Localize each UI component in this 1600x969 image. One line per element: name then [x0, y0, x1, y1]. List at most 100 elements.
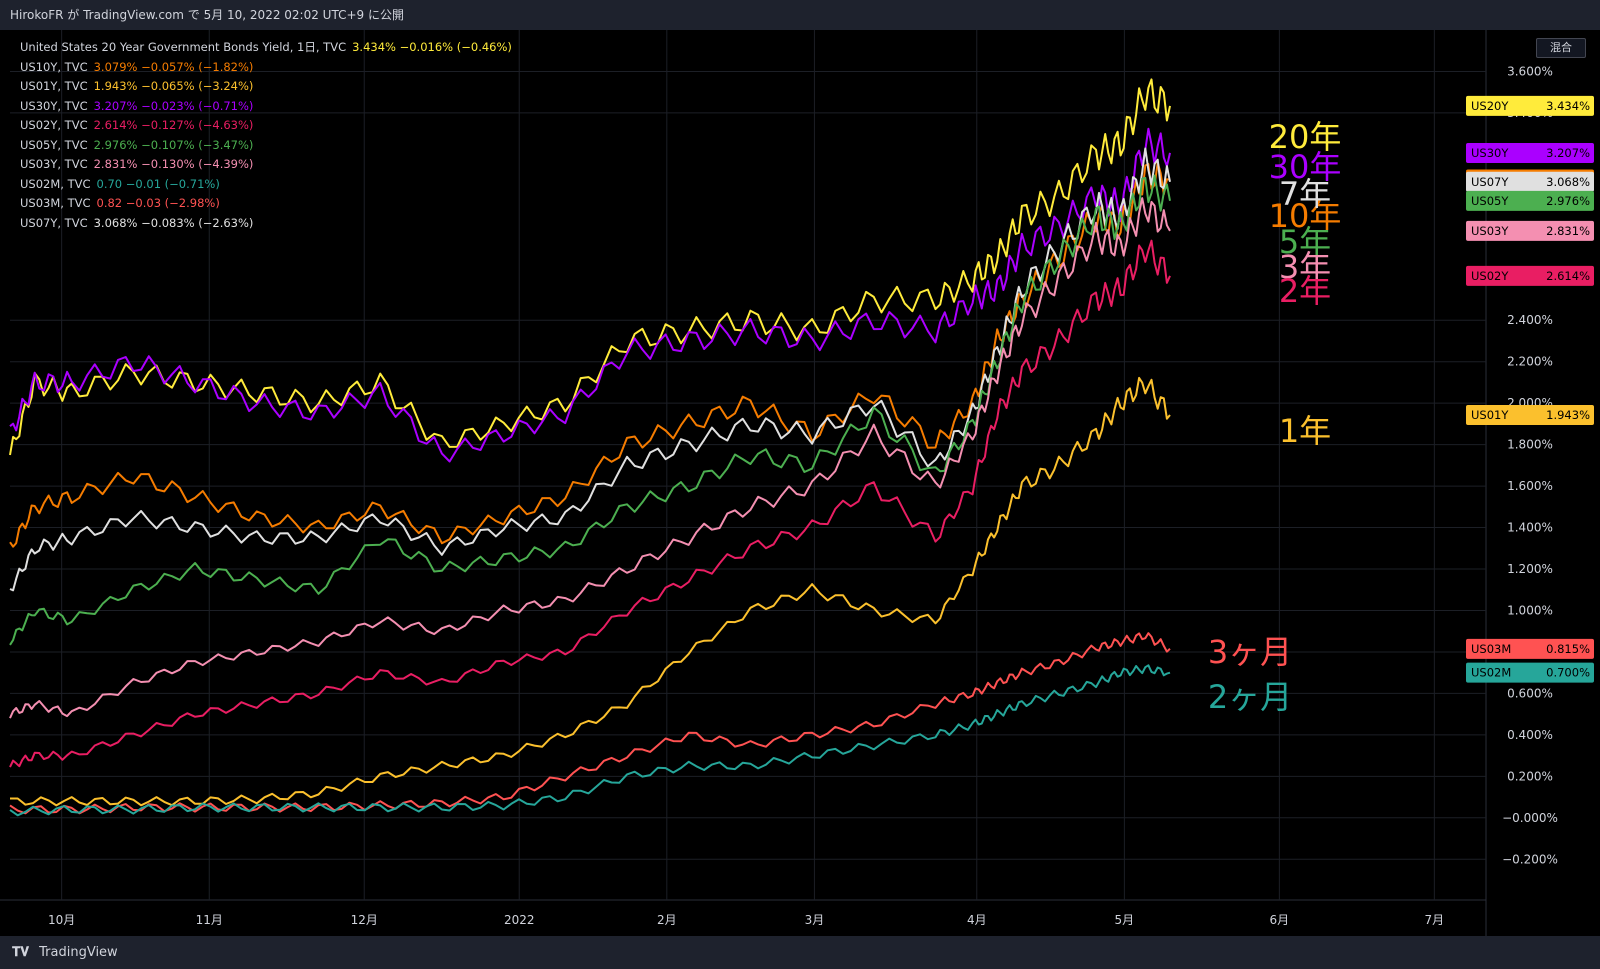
series-annotation: 10年	[1269, 197, 1342, 235]
legend-series-name: US07Y, TVC	[20, 215, 88, 230]
legend-row[interactable]: US10Y, TVC 3.079% −0.057% (−1.82%)	[20, 58, 512, 78]
y-tick-label: 0.600%	[1507, 686, 1553, 700]
price-tag-value: 3.434%	[1546, 99, 1590, 113]
price-tag-us01y: US01Y 1.943%	[1466, 404, 1594, 425]
legend-series-value: 0.70	[96, 176, 123, 191]
price-tag-bg	[1466, 95, 1594, 116]
legend-series-value: 0.82	[96, 196, 123, 210]
series-line-us02y	[9, 239, 1171, 768]
legend-row[interactable]: US03Y, TVC 2.831% −0.130% (−4.39%)	[20, 155, 512, 175]
price-tag-value: 2.976%	[1546, 194, 1590, 208]
x-tick-label: 5月	[1115, 913, 1135, 927]
price-tag-us05y: US05Y 2.976%	[1466, 190, 1594, 211]
legend-row[interactable]: US07Y, TVC 3.068% −0.083% (−2.63%)	[20, 214, 512, 234]
x-tick-label: 11月	[196, 913, 223, 927]
legend-row[interactable]: US30Y, TVC 3.207% −0.023% (−0.71%)	[20, 97, 512, 117]
price-tag-symbol: US07Y	[1471, 175, 1509, 189]
legend-row[interactable]: United States 20 Year Government Bonds Y…	[20, 38, 512, 58]
series-line-us10y	[9, 161, 1171, 548]
legend-series-change: −0.016% (−0.46%)	[395, 40, 512, 54]
legend-series-change: −0.065% (−3.24%)	[137, 79, 254, 93]
x-tick-label: 3月	[805, 913, 825, 927]
legend-series-change: −0.01 (−0.71%)	[122, 176, 220, 191]
price-tag-bg	[1466, 404, 1594, 425]
y-tick-label: 0.200%	[1507, 769, 1553, 783]
legend-series-value: 3.068%	[93, 215, 138, 230]
legend-row[interactable]: US02Y, TVC 2.614% −0.127% (−4.63%)	[20, 116, 512, 136]
series-legend: United States 20 Year Government Bonds Y…	[20, 38, 512, 233]
price-tag-symbol: US05Y	[1471, 194, 1509, 208]
x-tick-label: 4月	[967, 913, 987, 927]
price-tag-us30y: US30Y 3.207%	[1466, 142, 1594, 163]
legend-series-name: US03Y, TVC	[20, 157, 88, 171]
price-tag-bg	[1466, 142, 1594, 163]
legend-series-name: United States 20 Year Government Bonds Y…	[20, 40, 347, 54]
y-tick-label: 3.600%	[1507, 64, 1553, 78]
price-tag-us20y: US20Y 3.434%	[1466, 95, 1594, 116]
legend-series-name: US01Y, TVC	[20, 79, 88, 93]
series-annotation: 20年	[1269, 118, 1342, 156]
x-tick-label: 10月	[48, 913, 75, 927]
legend-series-name: US10Y, TVC	[20, 59, 88, 74]
series-annotation: 5年	[1279, 223, 1331, 261]
price-tag-bg	[1466, 190, 1594, 211]
yield-chart[interactable]: 3.600%3.400%2.400%2.200%2.000%1.800%1.60…	[0, 30, 1600, 936]
price-tag-symbol: US30Y	[1471, 146, 1509, 160]
y-tick-label: 1.600%	[1507, 479, 1553, 493]
y-tick-label: −0.200%	[1502, 852, 1558, 866]
y-tick-label: 1.400%	[1507, 521, 1553, 535]
tradingview-logo-icon: 𝐓𝐕	[12, 945, 29, 960]
x-tick-label: 12月	[351, 913, 378, 927]
price-tag-bg	[1466, 662, 1594, 683]
legend-row[interactable]: US01Y, TVC 1.943% −0.065% (−3.24%)	[20, 77, 512, 97]
series-line-us03y	[9, 197, 1171, 719]
legend-series-value: 1.943%	[93, 79, 138, 93]
legend-row[interactable]: US02M, TVC 0.70 −0.01 (−0.71%)	[20, 175, 512, 195]
legend-series-change: −0.107% (−3.47%)	[137, 137, 254, 152]
legend-series-value: 3.079%	[93, 59, 138, 74]
legend-series-value: 2.976%	[93, 137, 138, 152]
legend-series-name: US03M, TVC	[20, 196, 91, 210]
price-tag-symbol: US03Y	[1471, 224, 1509, 238]
series-line-us05y	[9, 174, 1171, 646]
y-tick-label: 2.400%	[1507, 313, 1553, 327]
legend-series-change: −0.023% (−0.71%)	[137, 98, 254, 113]
series-annotation: 7年	[1279, 175, 1331, 213]
series-line-us03m	[9, 632, 1171, 815]
y-tick-label: −0.000%	[1502, 811, 1558, 825]
legend-row[interactable]: US05Y, TVC 2.976% −0.107% (−3.47%)	[20, 136, 512, 156]
legend-series-name: US05Y, TVC	[20, 137, 88, 152]
x-tick-label: 6月	[1270, 913, 1290, 927]
x-tick-label: 2022	[504, 913, 535, 927]
price-tag-symbol: US02Y	[1471, 269, 1509, 283]
y-tick-label: 1.800%	[1507, 438, 1553, 452]
legend-series-value: 2.831%	[93, 157, 138, 171]
price-tag-bg	[1466, 220, 1594, 241]
price-tag-value: 1.943%	[1546, 408, 1590, 422]
price-tag-bg	[1466, 171, 1594, 192]
price-tag-us02m: US02M 0.700%	[1466, 662, 1594, 683]
legend-series-change: −0.130% (−4.39%)	[137, 157, 254, 171]
scale-mode-button[interactable]: 混合	[1536, 38, 1586, 58]
price-tag-value: 0.700%	[1546, 666, 1590, 680]
legend-series-name: US02Y, TVC	[20, 118, 88, 132]
legend-row[interactable]: US03M, TVC 0.82 −0.03 (−2.98%)	[20, 194, 512, 214]
price-tag-value: 2.614%	[1546, 269, 1590, 283]
series-annotation: 2ヶ月	[1208, 678, 1292, 716]
price-tag-value: 3.207%	[1546, 146, 1590, 160]
price-tag-us03y: US03Y 2.831%	[1466, 220, 1594, 241]
publish-info-text: HirokoFR が TradingView.com で 5月 10, 2022…	[10, 8, 404, 22]
price-tag-value: 2.831%	[1546, 224, 1590, 238]
legend-series-change: −0.03 (−2.98%)	[122, 196, 220, 210]
series-line-us02m	[9, 664, 1171, 817]
y-tick-label: 0.400%	[1507, 728, 1553, 742]
series-annotation: 1年	[1279, 412, 1331, 450]
price-tag-symbol: US01Y	[1471, 408, 1509, 422]
y-tick-label: 1.200%	[1507, 562, 1553, 576]
series-annotation: 3ヶ月	[1208, 633, 1292, 671]
legend-series-value: 3.207%	[93, 98, 138, 113]
y-tick-label: 2.200%	[1507, 355, 1553, 369]
legend-series-change: −0.127% (−4.63%)	[137, 118, 254, 132]
y-tick-label: 1.000%	[1507, 603, 1553, 617]
legend-series-change: −0.083% (−2.63%)	[137, 215, 254, 230]
